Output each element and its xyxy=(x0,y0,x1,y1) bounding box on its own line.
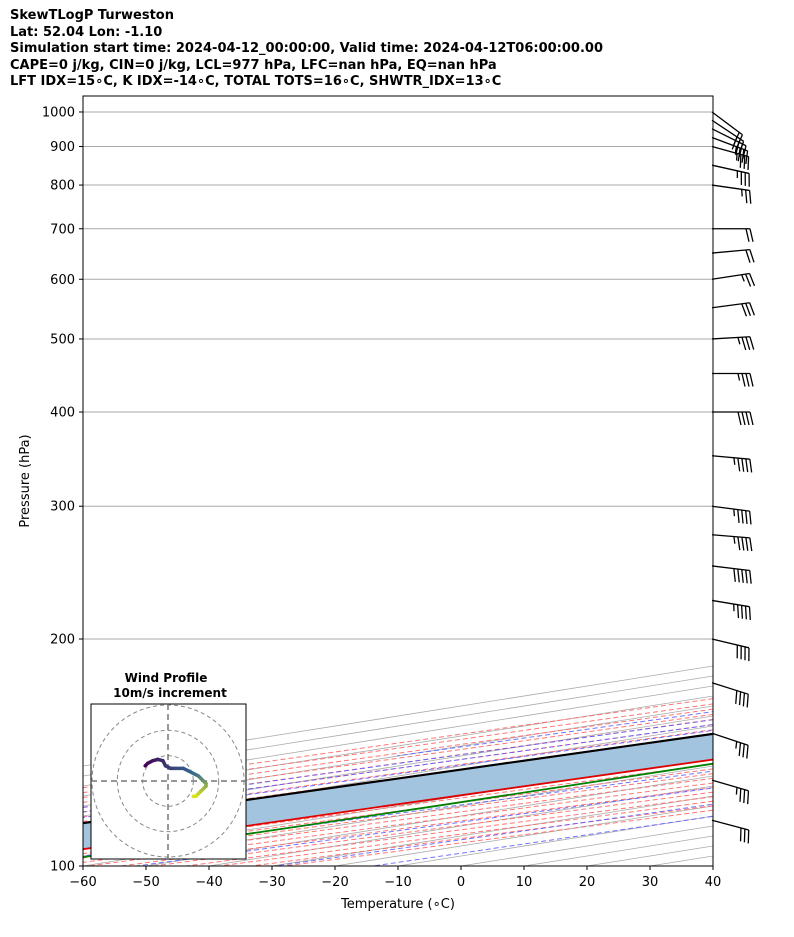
y-tick-label: 600 xyxy=(50,273,75,288)
wind-barb xyxy=(711,145,750,171)
wind-barb xyxy=(712,228,754,242)
wind-barb xyxy=(711,336,755,351)
wind-barb-layer xyxy=(711,111,756,844)
wind-barb xyxy=(711,819,750,844)
wind-barb xyxy=(711,779,750,805)
moist-adiabat--10 xyxy=(397,711,713,757)
x-tick-label: 30 xyxy=(642,875,659,890)
x-tick-label: 20 xyxy=(579,875,596,890)
moist-adiabat--20 xyxy=(749,96,794,700)
y-axis-label: Pressure (hPa) xyxy=(18,434,33,527)
x-tick-label: −20 xyxy=(321,875,348,890)
x-tick-label: −50 xyxy=(132,875,159,890)
dry-adiabat-30 xyxy=(83,729,713,818)
station-coords: Lat: 52.04 Lon: -1.10 xyxy=(10,24,163,40)
simulation-times: Simulation start time: 2024-04-12_00:00:… xyxy=(10,41,603,56)
wind-barb xyxy=(711,248,755,263)
dry-adiabat-200 xyxy=(284,809,713,866)
isotherm-40 xyxy=(712,865,713,866)
x-tick-label: 10 xyxy=(516,875,533,890)
y-tick-label: 700 xyxy=(50,222,75,237)
wind-barb xyxy=(712,372,754,387)
moist-adiabat-40 xyxy=(274,803,713,866)
y-tick-label: 800 xyxy=(50,179,75,194)
y-tick-label: 300 xyxy=(50,500,75,515)
y-tick-label: 100 xyxy=(50,860,75,875)
x-axis-label: Temperature (∘C) xyxy=(340,897,455,912)
dry-adiabat-0 xyxy=(83,713,713,803)
y-tick-label: 400 xyxy=(50,406,75,421)
x-tick-label: −30 xyxy=(258,875,285,890)
hodograph-subtitle: 10m/s increment xyxy=(113,686,227,700)
isotherm--150 xyxy=(83,675,713,777)
station-title: SkewTLogP Turweston xyxy=(10,8,174,23)
isotherm--100 xyxy=(83,725,713,827)
wind-barb xyxy=(711,534,753,552)
wind-barb xyxy=(711,682,749,708)
isotherm--140 xyxy=(83,685,713,787)
isotherm--110 xyxy=(83,715,713,817)
wind-barb xyxy=(712,411,754,426)
isotherm--160 xyxy=(83,665,713,767)
x-tick-label: −40 xyxy=(195,875,222,890)
y-tick-label: 200 xyxy=(50,633,75,648)
x-tick-label: −10 xyxy=(384,875,411,890)
dry-adiabat--20 xyxy=(83,703,713,794)
axes-layer: −60 −50 −40 −30 −20 −10 0 10 20 30 40 100 200 300 400 5… xyxy=(42,105,721,890)
stability-indices-1: CAPE=0 j/kg, CIN=0 j/kg, LCL=977 hPa, LF… xyxy=(10,57,497,73)
wind-barb xyxy=(711,302,755,317)
figure-header: SkewTLogP Turweston Lat: 52.04 Lon: -1.1… xyxy=(10,8,603,91)
y-tick-label: 500 xyxy=(50,332,75,347)
wind-barb xyxy=(711,565,752,584)
hodograph-title: Wind Profile xyxy=(125,671,208,685)
wind-barb xyxy=(711,455,753,473)
wind-barb xyxy=(711,184,752,204)
hodograph-inset: Wind Profile 10m/s increment xyxy=(90,671,247,860)
wind-barb xyxy=(711,599,751,621)
x-tick-label: 0 xyxy=(457,875,465,890)
stability-indices-2: LFT IDX=15∘C, K IDX=-14∘C, TOTAL TOTS=16… xyxy=(10,74,502,89)
wind-barb xyxy=(711,732,749,759)
isotherm--120 xyxy=(83,705,713,807)
x-tick-label: −60 xyxy=(69,875,96,890)
hodograph-ring xyxy=(116,729,220,833)
y-tick-label: 900 xyxy=(50,140,75,155)
y-tick-label: 1000 xyxy=(42,105,75,120)
grid-layer xyxy=(83,96,794,866)
wind-barb xyxy=(711,505,752,525)
isotherm--130 xyxy=(83,695,713,797)
wind-barb xyxy=(711,638,750,662)
x-tick-label: 40 xyxy=(705,875,722,890)
wind-barb xyxy=(711,164,750,187)
wind-barb xyxy=(711,272,756,287)
isotherm--30 xyxy=(271,795,713,866)
